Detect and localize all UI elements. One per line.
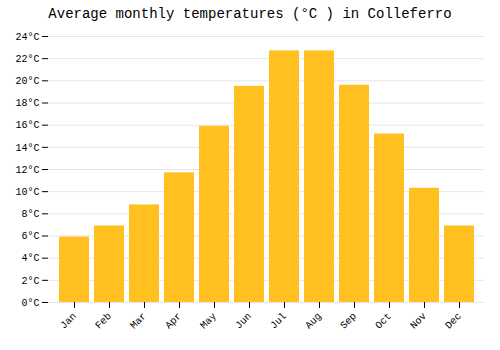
svg-text:Jul: Jul: [268, 311, 289, 332]
svg-text:Jan: Jan: [58, 311, 79, 332]
svg-text:Sep: Sep: [338, 311, 359, 332]
svg-text:24°C: 24°C: [15, 32, 39, 43]
svg-text:4°C: 4°C: [21, 253, 39, 264]
svg-text:Dec: Dec: [443, 311, 464, 332]
svg-text:20°C: 20°C: [15, 76, 39, 87]
svg-text:12°C: 12°C: [15, 165, 39, 176]
svg-text:Nov: Nov: [408, 311, 429, 332]
svg-text:10°C: 10°C: [15, 187, 39, 198]
svg-text:May: May: [198, 311, 219, 332]
svg-text:Mar: Mar: [128, 311, 149, 332]
svg-text:Aug: Aug: [303, 311, 324, 332]
svg-text:18°C: 18°C: [15, 98, 39, 109]
svg-text:Apr: Apr: [163, 311, 184, 332]
svg-text:0°C: 0°C: [21, 298, 39, 309]
svg-text:8°C: 8°C: [21, 209, 39, 220]
svg-text:22°C: 22°C: [15, 54, 39, 65]
html-text:Average monthly temperatures (: Average monthly temperatures (°C ) in Co…: [48, 6, 452, 22]
svg-text:Oct: Oct: [373, 311, 394, 332]
svg-text:Jun: Jun: [233, 311, 254, 332]
svg-text:Feb: Feb: [93, 311, 114, 332]
svg-text:6°C: 6°C: [21, 231, 39, 242]
svg-text:14°C: 14°C: [15, 143, 39, 154]
svg-text:2°C: 2°C: [21, 276, 39, 287]
svg-text:16°C: 16°C: [15, 120, 39, 131]
